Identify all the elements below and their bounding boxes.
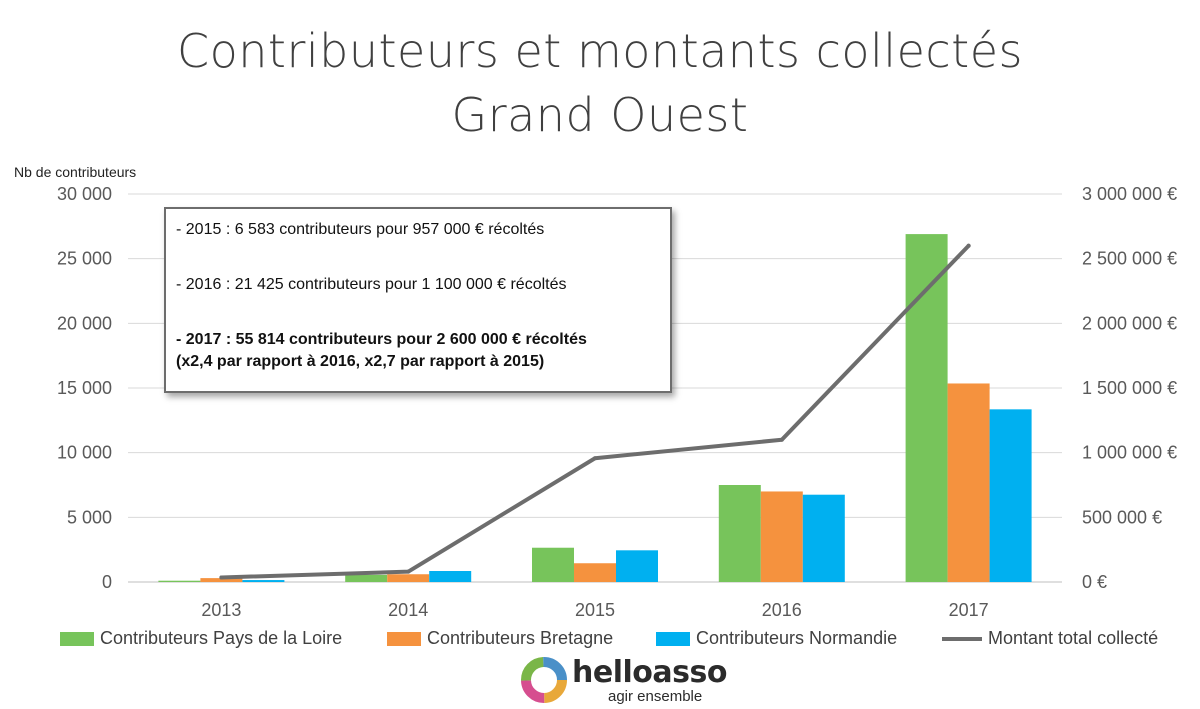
annotation-line-2016: - 2016 : 21 425 contributeurs pour 1 100…: [176, 276, 567, 293]
bar-pays-de-la-loire: [158, 580, 201, 582]
legend-label: Contributeurs Bretagne: [427, 628, 614, 648]
bar-normandie: [989, 409, 1032, 582]
legend-item-pays-de-la-loire: Contributeurs Pays de la Loire: [60, 628, 342, 649]
y-right-tick-label: 2 500 000 €: [1082, 249, 1177, 269]
chart-subtitle: Grand Ouest: [451, 88, 749, 142]
line-point: [593, 456, 597, 461]
y-right-tick-label: 500 000 €: [1082, 507, 1162, 527]
bar-pays-de-la-loire: [345, 574, 388, 582]
line-point: [966, 243, 971, 248]
bar-pays-de-la-loire: [718, 485, 761, 582]
y-right-tick-label: 1 000 000 €: [1082, 443, 1177, 463]
legend-swatch-orange: [387, 631, 421, 646]
bar-normandie: [429, 571, 472, 582]
line-point: [406, 569, 411, 574]
helloasso-tagline: agir ensemble: [608, 688, 703, 705]
bar-normandie: [616, 550, 658, 582]
axes: 0 0 € 5 000 500 000 € 10 000 1 000 000 € 15 00…: [57, 184, 1177, 620]
bar-bretagne: [200, 578, 243, 582]
bar-normandie: [242, 580, 285, 582]
y-left-tick-label: 15 000: [57, 378, 112, 398]
x-tick-label: 2015: [575, 600, 615, 620]
bar-normandie: [802, 494, 845, 582]
x-tick-label: 2017: [949, 600, 989, 620]
annotation-box: - 2015 : 6 583 contributeurs pour 957 00…: [164, 207, 672, 393]
x-tick-label: 2013: [201, 600, 241, 620]
y-right-tick-label: 1 500 000 €: [1082, 378, 1177, 398]
legend-swatch-blue: [656, 631, 690, 646]
legend-swatch-line: [942, 636, 982, 641]
bar-bretagne: [947, 383, 990, 582]
y-left-tick-label: 25 000: [57, 249, 112, 269]
annotation-line-2017: - 2017 : 55 814 contributeurs pour 2 600…: [176, 331, 587, 348]
y-left-tick-label: 30 000: [57, 184, 112, 204]
bars: [158, 234, 1032, 583]
y-left-tick-label: 10 000: [57, 443, 112, 463]
legend-item-montant: Montant total collecté: [942, 628, 1158, 649]
y-right-tick-label: 0 €: [1082, 572, 1107, 592]
annotation-line-2015: - 2015 : 6 583 contributeurs pour 957 00…: [176, 221, 545, 238]
bar-pays-de-la-loire: [905, 234, 948, 583]
bar-bretagne: [574, 563, 616, 582]
y-left-tick-label: 20 000: [57, 313, 112, 333]
y-right-tick-label: 3 000 000 €: [1082, 184, 1177, 204]
legend-label: Montant total collecté: [988, 628, 1159, 648]
chart-title: Contributeurs et montants collectés: [177, 24, 1023, 78]
y-left-tick-label: 5 000: [67, 507, 112, 527]
legend-label: Contributeurs Pays de la Loire: [100, 628, 343, 648]
legend: Contributeurs Pays de la Loire Contribut…: [0, 628, 1200, 654]
y-left-tick-label: 0: [102, 572, 112, 592]
x-tick-label: 2016: [762, 600, 802, 620]
helloasso-logo: helloasso agir ensemble: [518, 655, 738, 707]
legend-swatch-green: [60, 631, 94, 646]
legend-item-bretagne: Contributeurs Bretagne: [387, 628, 613, 649]
bar-bretagne: [760, 491, 803, 582]
bar-bretagne: [387, 574, 430, 582]
bar-pays-de-la-loire: [532, 547, 574, 582]
legend-label: Contributeurs Normandie: [696, 628, 898, 648]
legend-item-normandie: Contributeurs Normandie: [656, 628, 897, 649]
amount-line: [219, 243, 971, 580]
line-point: [779, 437, 784, 442]
helloasso-wordmark: helloasso: [572, 655, 727, 690]
y-right-tick-label: 2 000 000 €: [1082, 313, 1177, 333]
helloasso-logo-icon: [521, 657, 567, 703]
y-axis-left-label: Nb de contributeurs: [14, 164, 137, 180]
line-point: [219, 575, 224, 580]
annotation-line-ratio: (x2,4 par rapport à 2016, x2,7 par rappo…: [176, 353, 545, 370]
x-tick-label: 2014: [388, 600, 428, 620]
